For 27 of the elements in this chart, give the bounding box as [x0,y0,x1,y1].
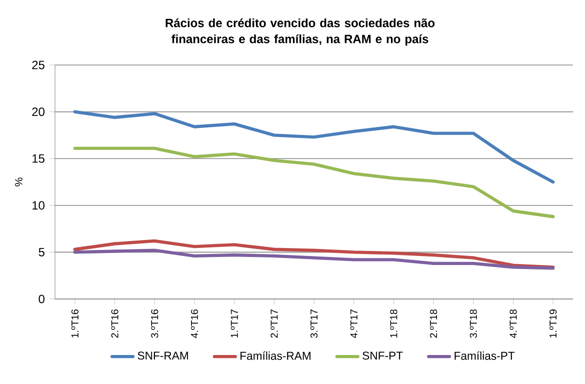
legend-label: Famílias-RAM [240,351,310,360]
line-series [73,110,555,184]
x-tick-label: 2.ºT16 [111,309,118,338]
x-tick-label: 4.ºT18 [510,309,517,338]
x-tick-label: 1.ºT19 [550,310,557,338]
x-tick-label: 1.ºT17 [230,310,238,338]
y-tick-label: 5 [38,248,44,256]
y-tick-label: 25 [32,60,44,70]
x-tick-label: 3.ºT16 [151,309,158,338]
line-series [73,239,555,269]
chart-title: Rácios de crédito vencido das sociedades não financeiras e das famílias, na RAM e no país [166,18,435,46]
x-tick-label: 3.ºT18 [470,309,477,338]
legend-label: Famílias-PT [454,351,515,360]
x-tick-label: 4.ºT16 [190,309,198,338]
x-tick-label: 1.ºT18 [390,309,398,338]
x-tick-label: 2.ºT18 [430,309,438,338]
legend-label: SNF-PT [362,352,403,360]
y-tick-label: 0 [38,294,44,304]
x-tick-label: 4.ºT17 [350,310,358,338]
x-tick-label: 3.ºT17 [310,310,318,338]
y-tick-label: 10 [32,201,44,210]
x-tick-label: 2.ºT17 [270,310,278,338]
y-axis-title: % [14,178,22,186]
x-tick-label: 1.ºT16 [71,309,78,338]
legend-label: SNF-RAM [138,352,188,360]
y-tick-label: 20 [32,108,44,116]
y-tick-label: 15 [32,154,44,163]
